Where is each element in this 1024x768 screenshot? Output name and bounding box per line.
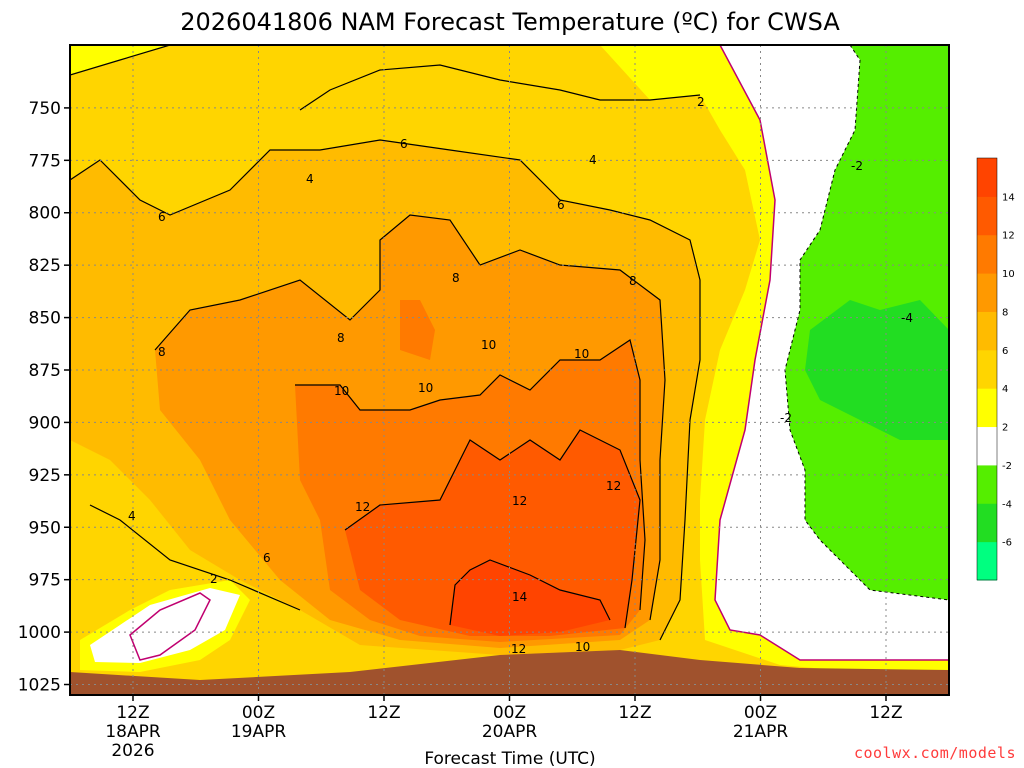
x-tick-year: 2026 [111, 741, 154, 761]
colorbar-tick-label: 2 [1002, 423, 1008, 434]
contour-label: 12 [512, 494, 527, 508]
colorbar-tick-label: 14 [1002, 192, 1015, 203]
colorbar-tick-label: 4 [1002, 384, 1008, 395]
y-tick-label: 875 [29, 361, 61, 381]
colorbar-swatch [977, 388, 997, 428]
y-tick-label: 850 [29, 309, 61, 329]
contour-label: 8 [629, 274, 637, 288]
contour-label: 4 [128, 509, 136, 523]
contour-label: 8 [337, 331, 345, 345]
x-tick-label: 00Z [493, 703, 526, 723]
zero-contour [129, 45, 949, 661]
colorbar-tick-label: 10 [1002, 269, 1015, 280]
x-tick-label: 12Z [869, 703, 902, 723]
y-tick-label: 975 [29, 571, 61, 591]
x-axis-label: Forecast Time (UTC) [424, 749, 595, 768]
y-axis: 750 775 800 825 850 875 900 925 950 975 1000 1025 [18, 99, 70, 696]
colorbar-swatch [977, 311, 997, 351]
y-tick-label: 1025 [18, 676, 61, 696]
contour-label: 8 [452, 271, 460, 285]
x-tick-date: 20APR [482, 722, 538, 742]
colorbar-swatch [977, 426, 997, 466]
band-12-14 [345, 430, 640, 636]
y-tick-label: 925 [29, 466, 61, 486]
contour-label: 12 [355, 500, 370, 514]
colorbar-swatch [977, 503, 997, 543]
x-tick-label: 12Z [618, 703, 651, 723]
contour-label: 6 [158, 210, 166, 224]
contour-label: 10 [481, 338, 496, 352]
x-tick-label: 00Z [242, 703, 275, 723]
x-tick-date: 18APR [105, 722, 161, 742]
x-tick-date: 19APR [231, 722, 287, 742]
band-14-16 [450, 560, 610, 636]
colorbar-swatch [977, 464, 997, 504]
colorbar-swatch [977, 349, 997, 389]
contour-label: 6 [263, 551, 271, 565]
contour-label: 6 [557, 198, 565, 212]
y-tick-label: 950 [29, 518, 61, 538]
colorbar-tick-label: 6 [1002, 346, 1008, 357]
y-tick-label: 800 [29, 204, 61, 224]
y-tick-label: 775 [29, 151, 61, 171]
negative-contours [784, 45, 949, 601]
colorbar-swatch [977, 541, 997, 581]
terrain-fill [70, 650, 949, 695]
contour-label: -2 [851, 159, 863, 173]
plot-fields [70, 45, 949, 695]
x-tick-label: 00Z [744, 703, 777, 723]
band-0-2-lowerleft [90, 588, 240, 663]
grid-lines [70, 45, 949, 695]
colorbar-swatch [977, 196, 997, 236]
y-tick-label: 1000 [18, 623, 61, 643]
contour-label: 6 [400, 137, 408, 151]
contour-label: 12 [511, 642, 526, 656]
band-minus4-minus2 [805, 300, 949, 440]
band-10-12-cell [400, 300, 435, 360]
contour-label: 10 [418, 381, 433, 395]
y-tick-label: 750 [29, 99, 61, 119]
colorbar-tick-label: -4 [1002, 499, 1012, 510]
colorbar-swatch [977, 158, 997, 197]
contour-label: -2 [780, 411, 792, 425]
colorbar-tick-label: 8 [1002, 307, 1008, 318]
contour-label: 10 [575, 640, 590, 654]
contour-label: 14 [512, 590, 527, 604]
colorbar-tick-label: -2 [1002, 461, 1012, 472]
colorbar-tick-label: -6 [1002, 538, 1012, 549]
colorbar-frame [976, 157, 998, 581]
contour-label: 8 [158, 345, 166, 359]
x-tick-date: 21APR [733, 722, 789, 742]
y-tick-label: 825 [29, 256, 61, 276]
x-tick-label: 12Z [367, 703, 400, 723]
contour-label: 10 [334, 384, 349, 398]
y-tick-label: 900 [29, 413, 61, 433]
credit-text: coolwx.com/models [854, 744, 1016, 762]
contour-label-group: 2 2 4 4 4 6 6 6 6 8 8 8 8 10 10 10 10 10… [128, 95, 913, 656]
chart-title: 2026041806 NAM Forecast Temperature (ºC)… [180, 8, 840, 36]
colorbar-swatch [977, 273, 997, 312]
x-tick-label: 12Z [116, 703, 149, 723]
colorbar-tick-label: 12 [1002, 231, 1015, 242]
contour-label: 12 [606, 479, 621, 493]
contour-label: 4 [589, 153, 597, 167]
contour-label: 2 [210, 572, 218, 586]
contour-label: 10 [574, 347, 589, 361]
contour-lines [70, 45, 701, 641]
contour-label: -4 [901, 311, 913, 325]
contour-label: 4 [306, 172, 314, 186]
colorbar-swatch [977, 234, 997, 274]
contour-label: 2 [697, 95, 705, 109]
colorbar: -6 -4 -2 2 4 6 8 10 12 14 [976, 157, 1015, 581]
